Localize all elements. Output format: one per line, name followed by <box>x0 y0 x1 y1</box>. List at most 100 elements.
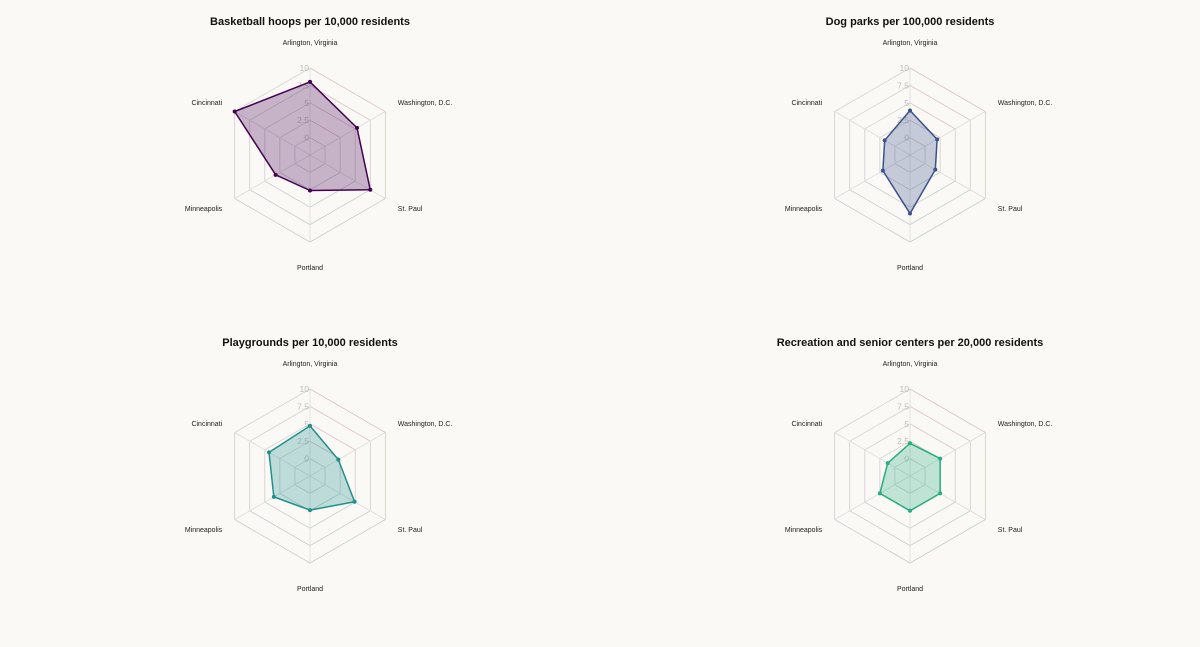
grid-ring-edge <box>309 388 386 433</box>
data-point <box>908 211 912 216</box>
r-tick-label: 10 <box>900 384 910 394</box>
grid-spoke <box>909 432 986 477</box>
grid-ring-edge <box>309 163 326 173</box>
grid-ring-edge <box>309 198 386 243</box>
grid-ring-accent <box>309 119 341 138</box>
axis-label: St. Paul <box>998 527 1023 534</box>
grid-ring-edge <box>909 423 956 451</box>
axis-label: Minneapolis <box>785 206 823 213</box>
r-tick-label: 0 <box>904 454 909 464</box>
grid-ring-edge <box>909 189 971 225</box>
data-point <box>938 491 943 496</box>
grid-ring-edge <box>894 163 911 173</box>
data-point <box>885 461 890 466</box>
grid-spoke <box>309 432 386 477</box>
grid-ring-edge <box>909 119 941 138</box>
grid-ring-edge <box>909 501 956 529</box>
grid-ring-accent <box>909 519 986 564</box>
grid-ring-accent <box>309 510 371 546</box>
grid-ring-edge <box>294 137 311 147</box>
grid-spoke <box>309 111 386 156</box>
r-tick-label: 10 <box>900 63 910 73</box>
grid-ring-edge <box>279 440 311 459</box>
radar-panel-4: Recreation and senior centers per 20,000… <box>777 337 1053 593</box>
chart-title: Dog parks per 100,000 residents <box>826 16 995 28</box>
grid-ring-accent <box>879 172 911 191</box>
grid-ring-edge <box>249 406 311 442</box>
data-point <box>908 108 912 113</box>
grid-spoke <box>234 432 311 477</box>
grid-ring-edge <box>909 510 971 546</box>
grid-ring-edge <box>309 119 341 138</box>
grid-ring-edge <box>249 189 311 225</box>
grid-ring-accent <box>294 137 311 147</box>
grid-ring-edge <box>909 180 956 208</box>
grid-ring-edge <box>294 163 311 173</box>
grid-ring-accent <box>234 198 311 243</box>
grid-ring-edge <box>894 137 911 147</box>
data-area <box>233 81 372 192</box>
r-tick-label: 7.5 <box>897 80 909 90</box>
data-point <box>308 188 312 193</box>
axis-label: Washington, D.C. <box>398 421 453 428</box>
axis-label: Washington, D.C. <box>998 100 1053 107</box>
axis-label: Cincinnati <box>791 100 822 107</box>
grid-ring-edge <box>264 102 311 130</box>
grid-ring-accent <box>294 163 311 173</box>
data-point <box>267 450 272 455</box>
data-point <box>355 125 360 130</box>
grid-ring-accent <box>309 67 386 112</box>
radar-panel-1: Basketball hoops per 10,000 residents 0 2.… <box>185 16 453 272</box>
grid-ring-edge <box>234 67 311 112</box>
grid-ring-accent <box>849 406 911 442</box>
grid-ring-edge <box>849 85 911 121</box>
grid-ring-accent <box>249 189 311 225</box>
grid-ring-edge <box>849 406 911 442</box>
data-point <box>273 172 278 177</box>
r-tick-label: 2.5 <box>897 436 909 446</box>
r-tick-label: 0 <box>304 454 309 464</box>
grid-ring-edge <box>909 388 986 433</box>
r-tick-label: 0 <box>904 133 909 143</box>
grid-ring-accent <box>894 163 911 173</box>
grid-ring-accent <box>249 406 311 442</box>
axis-label: Washington, D.C. <box>398 100 453 107</box>
chart-title: Playgrounds per 10,000 residents <box>222 337 397 349</box>
grid-ring-edge <box>834 519 911 564</box>
grid-ring-accent <box>864 102 911 130</box>
data-point <box>308 423 312 428</box>
grid-spoke <box>834 432 911 477</box>
grid-ring-edge <box>909 406 971 442</box>
grid-ring-edge <box>234 198 311 243</box>
grid-ring-accent <box>309 406 371 442</box>
grid-ring-accent <box>909 198 986 243</box>
grid-ring-edge <box>264 180 311 208</box>
grid-ring-accent <box>909 458 926 468</box>
grid-ring-edge <box>879 440 911 459</box>
grid-spoke <box>909 154 986 199</box>
grid-ring-edge <box>309 406 371 442</box>
grid-spoke <box>309 154 386 199</box>
grid-ring-edge <box>309 180 356 208</box>
axis-label: Arlington, Virginia <box>283 40 338 47</box>
r-tick-label: 7.5 <box>297 401 309 411</box>
grid-ring-edge <box>264 423 311 451</box>
axis-label: Portland <box>297 265 323 272</box>
r-tick-label: 2.5 <box>297 115 309 125</box>
data-point <box>935 137 940 142</box>
data-point <box>880 168 885 173</box>
grid-ring-edge <box>309 510 371 546</box>
grid-ring-edge <box>234 519 311 564</box>
axis-label: Portland <box>897 265 923 272</box>
data-point <box>877 491 882 496</box>
axis-label: Arlington, Virginia <box>883 40 938 47</box>
data-point <box>271 494 276 499</box>
grid-ring-edge <box>309 458 326 468</box>
data-point <box>938 456 943 461</box>
grid-ring-accent <box>909 484 926 494</box>
r-tick-label: 5 <box>304 419 309 429</box>
grid-ring-accent <box>264 501 311 529</box>
grid-ring-accent <box>909 85 971 121</box>
r-tick-label: 5 <box>904 98 909 108</box>
grid-ring-edge <box>849 510 911 546</box>
